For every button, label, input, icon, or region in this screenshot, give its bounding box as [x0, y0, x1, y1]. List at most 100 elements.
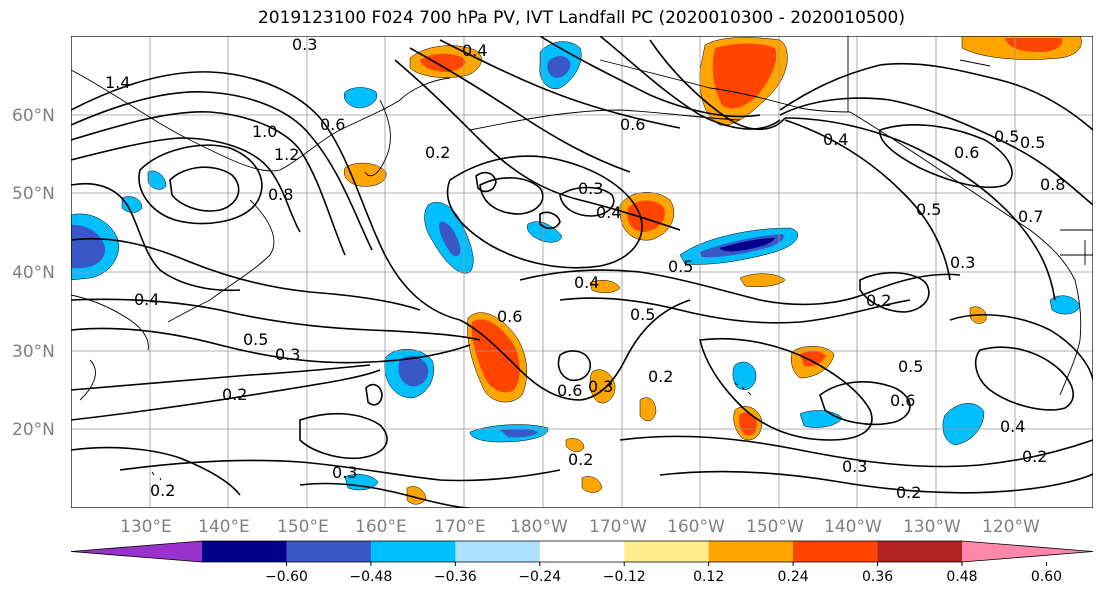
- colorbar-tick-label: 0.48: [946, 569, 977, 585]
- shaded-region-blue-12n: [344, 474, 379, 491]
- contour-label: 0.4: [134, 290, 159, 309]
- contour-label: 0.6: [620, 115, 645, 134]
- lat-label-50n: 50°N: [12, 184, 55, 204]
- shaded-region-blue-25n-core: [398, 355, 429, 387]
- coastline-korea-china: [71, 294, 149, 401]
- lon-label-150w: 150°W: [746, 517, 804, 537]
- lon-label-170w: 170°W: [589, 517, 647, 537]
- colorbar-segment: [624, 541, 710, 562]
- contour-label: 0.6: [954, 143, 979, 162]
- contour-label: 0.5: [668, 257, 693, 276]
- contour-label: 0.3: [292, 35, 317, 54]
- shaded-region-orange-14n: [565, 438, 585, 452]
- colorbar-tick-label: 0.60: [1031, 569, 1062, 585]
- shaded-region-blue-40n-core: [439, 221, 461, 257]
- latitude-labels: 60°N 50°N 40°N 30°N 20°N: [12, 106, 55, 440]
- shaded-region-red-30n: [800, 351, 826, 367]
- coastlines: [71, 36, 1093, 481]
- contour-label: 0.2: [150, 481, 175, 500]
- contour-label: 1.2: [274, 145, 299, 164]
- colorbar: −0.60 −0.48 −0.36 −0.24 −0.12 0.12 0.24 0.36 0.4…: [70, 540, 1094, 585]
- shaded-region-tr-red: [1005, 38, 1063, 52]
- contour-label: 0.5: [898, 357, 923, 376]
- coastline-mariana: [151, 471, 162, 481]
- shaded-region-ne-red: [712, 43, 777, 109]
- shaded-region-top-blue-core: [547, 56, 571, 78]
- lat-label-60n: 60°N: [12, 106, 55, 126]
- contour-label: 0.3: [950, 253, 975, 272]
- contour-label: 0.4: [574, 273, 599, 292]
- contour-label: 0.3: [275, 345, 300, 364]
- map-title: 2019123100 F024 700 hPa PV, IVT Landfall…: [257, 8, 905, 28]
- contour-label: 0.4: [823, 130, 848, 149]
- shaded-region-orange-40n-east: [589, 280, 621, 293]
- coastline-alaska: [599, 59, 851, 113]
- contour-label: 0.8: [1040, 175, 1065, 194]
- contour-label: 0.5: [630, 305, 655, 324]
- colorbar-arrow-right: [962, 541, 1093, 562]
- lon-label-150e: 150°E: [277, 517, 329, 537]
- contour-label: 0.3: [332, 463, 357, 482]
- contour-label: 0.6: [320, 115, 345, 134]
- lon-label-160w: 160°W: [667, 517, 725, 537]
- lat-label-30n: 30°N: [12, 342, 55, 362]
- shaded-region-kamchatka-orange: [344, 162, 387, 187]
- contour-label: 1.0: [252, 122, 277, 141]
- lon-label-170e: 170°E: [434, 517, 486, 537]
- colorbar-segment: [370, 541, 456, 562]
- contour-label: 0.5: [243, 330, 268, 349]
- contour-label: 0.8: [268, 185, 293, 204]
- colorbar-tick-label: −0.12: [603, 569, 646, 585]
- shaded-region-blue-22n: [732, 361, 757, 390]
- lon-label-120w: 120°W: [982, 517, 1040, 537]
- contour-label: 0.2: [222, 385, 247, 404]
- map-plot-area: 0.3 0.4 1.4 1.0 1.2 0.8 0.6 0.2 0.3 0.4 …: [71, 35, 1093, 508]
- contour-label: 0.3: [578, 179, 603, 198]
- lon-label-130w: 130°W: [903, 517, 961, 537]
- coastline-japan: [167, 199, 275, 323]
- shaded-region-blue-45n: [527, 221, 563, 243]
- shaded-region-blue-16n-core: [500, 428, 538, 438]
- contour-label: 0.3: [842, 457, 867, 476]
- contour-label: 0.4: [596, 203, 621, 222]
- shaded-region-orange-43n-east: [739, 273, 786, 287]
- contour-label-group: 0.3 0.4 1.4 1.0 1.2 0.8 0.6 0.2 0.3 0.4 …: [105, 35, 1065, 502]
- colorbar-segment: [877, 541, 963, 562]
- lat-label-40n: 40°N: [12, 263, 55, 283]
- coastline-na-inland: [847, 36, 1093, 265]
- coastline-asia-northeast: [71, 69, 451, 172]
- shaded-region-orange-25n-mid: [639, 397, 657, 422]
- coastline-kamchatka: [364, 99, 391, 177]
- shaded-region-west-core: [71, 224, 106, 269]
- shaded-region-blue-47n-west: [121, 196, 143, 213]
- colorbar-tick-label: −0.36: [434, 569, 477, 585]
- shaded-region-blue-50n-west: [147, 170, 167, 190]
- contour-label: 0.3: [588, 377, 613, 396]
- contour-label: 0.5: [916, 200, 941, 219]
- colorbar-tick-label: −0.48: [349, 569, 392, 585]
- colorbar-tick-label: 0.36: [862, 569, 893, 585]
- lon-label-140e: 140°E: [198, 517, 250, 537]
- shaded-region-red-18n: [739, 412, 757, 436]
- coastline-aleutians: [469, 109, 741, 131]
- colorbar-segment: [455, 541, 541, 562]
- contour-label: 1.4: [105, 73, 130, 92]
- contour-label: 0.2: [896, 483, 921, 502]
- colorbar-segment: [539, 541, 625, 562]
- colorbar-tick-label: 0.12: [693, 569, 724, 585]
- contour-label: 0.5: [994, 127, 1019, 146]
- colorbar-outline: [70, 540, 1094, 563]
- longitude-labels: 130°E 140°E 150°E 160°E 170°E 180°W 170°…: [120, 517, 1040, 537]
- colorbar-tick-label: −0.60: [265, 569, 308, 585]
- colorbar-arrow-left: [71, 541, 202, 562]
- lon-label-160e: 160°E: [355, 517, 407, 537]
- contour-label: 0.6: [890, 391, 915, 410]
- colorbar-segment: [708, 541, 794, 562]
- shaded-region-blue-62n: [344, 87, 378, 109]
- colorbar-tick-label: 0.24: [778, 569, 809, 585]
- shaded-region-orange-10n: [406, 486, 427, 505]
- shaded-region-north-red: [420, 53, 466, 72]
- contour-label: 0.2: [425, 143, 450, 162]
- shaded-region-orange-12n: [581, 476, 603, 493]
